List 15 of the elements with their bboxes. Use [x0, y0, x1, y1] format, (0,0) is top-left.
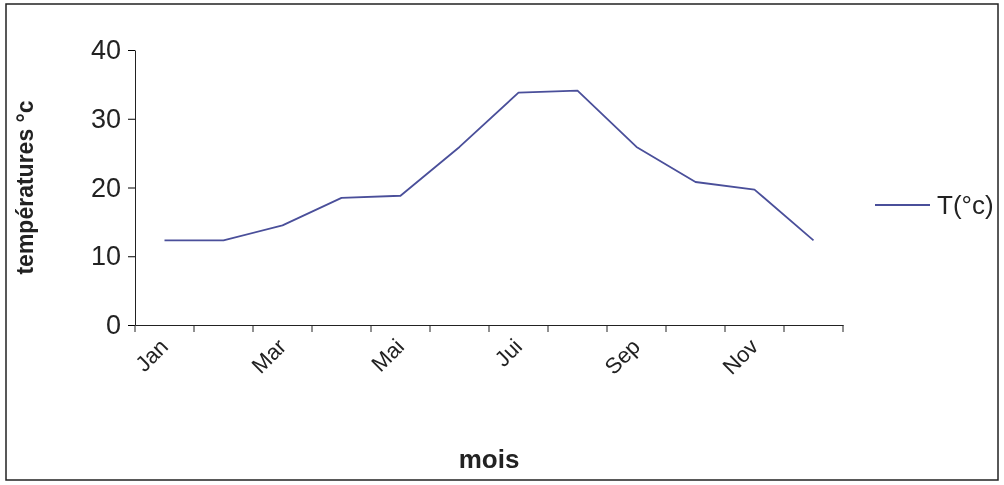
y-tick-label: 20 — [90, 172, 121, 203]
y-tick-label: 40 — [90, 35, 121, 66]
x-tick-label: Sep — [599, 333, 646, 380]
y-tick-label: 0 — [105, 310, 121, 341]
x-tick-label: Mar — [246, 333, 292, 379]
x-tick-label: Jan — [130, 333, 174, 377]
y-tick-label: 30 — [90, 103, 121, 134]
y-tick-label: 10 — [90, 241, 121, 272]
x-tick-label: Nov — [717, 333, 764, 380]
legend-label: T(°c) — [937, 190, 994, 221]
line-series — [163, 89, 815, 242]
y-axis-title: températures °c — [12, 100, 38, 275]
x-tick-label: Jui — [489, 333, 528, 372]
x-tick-label: Mai — [366, 333, 410, 377]
x-axis-title: mois — [458, 444, 520, 474]
